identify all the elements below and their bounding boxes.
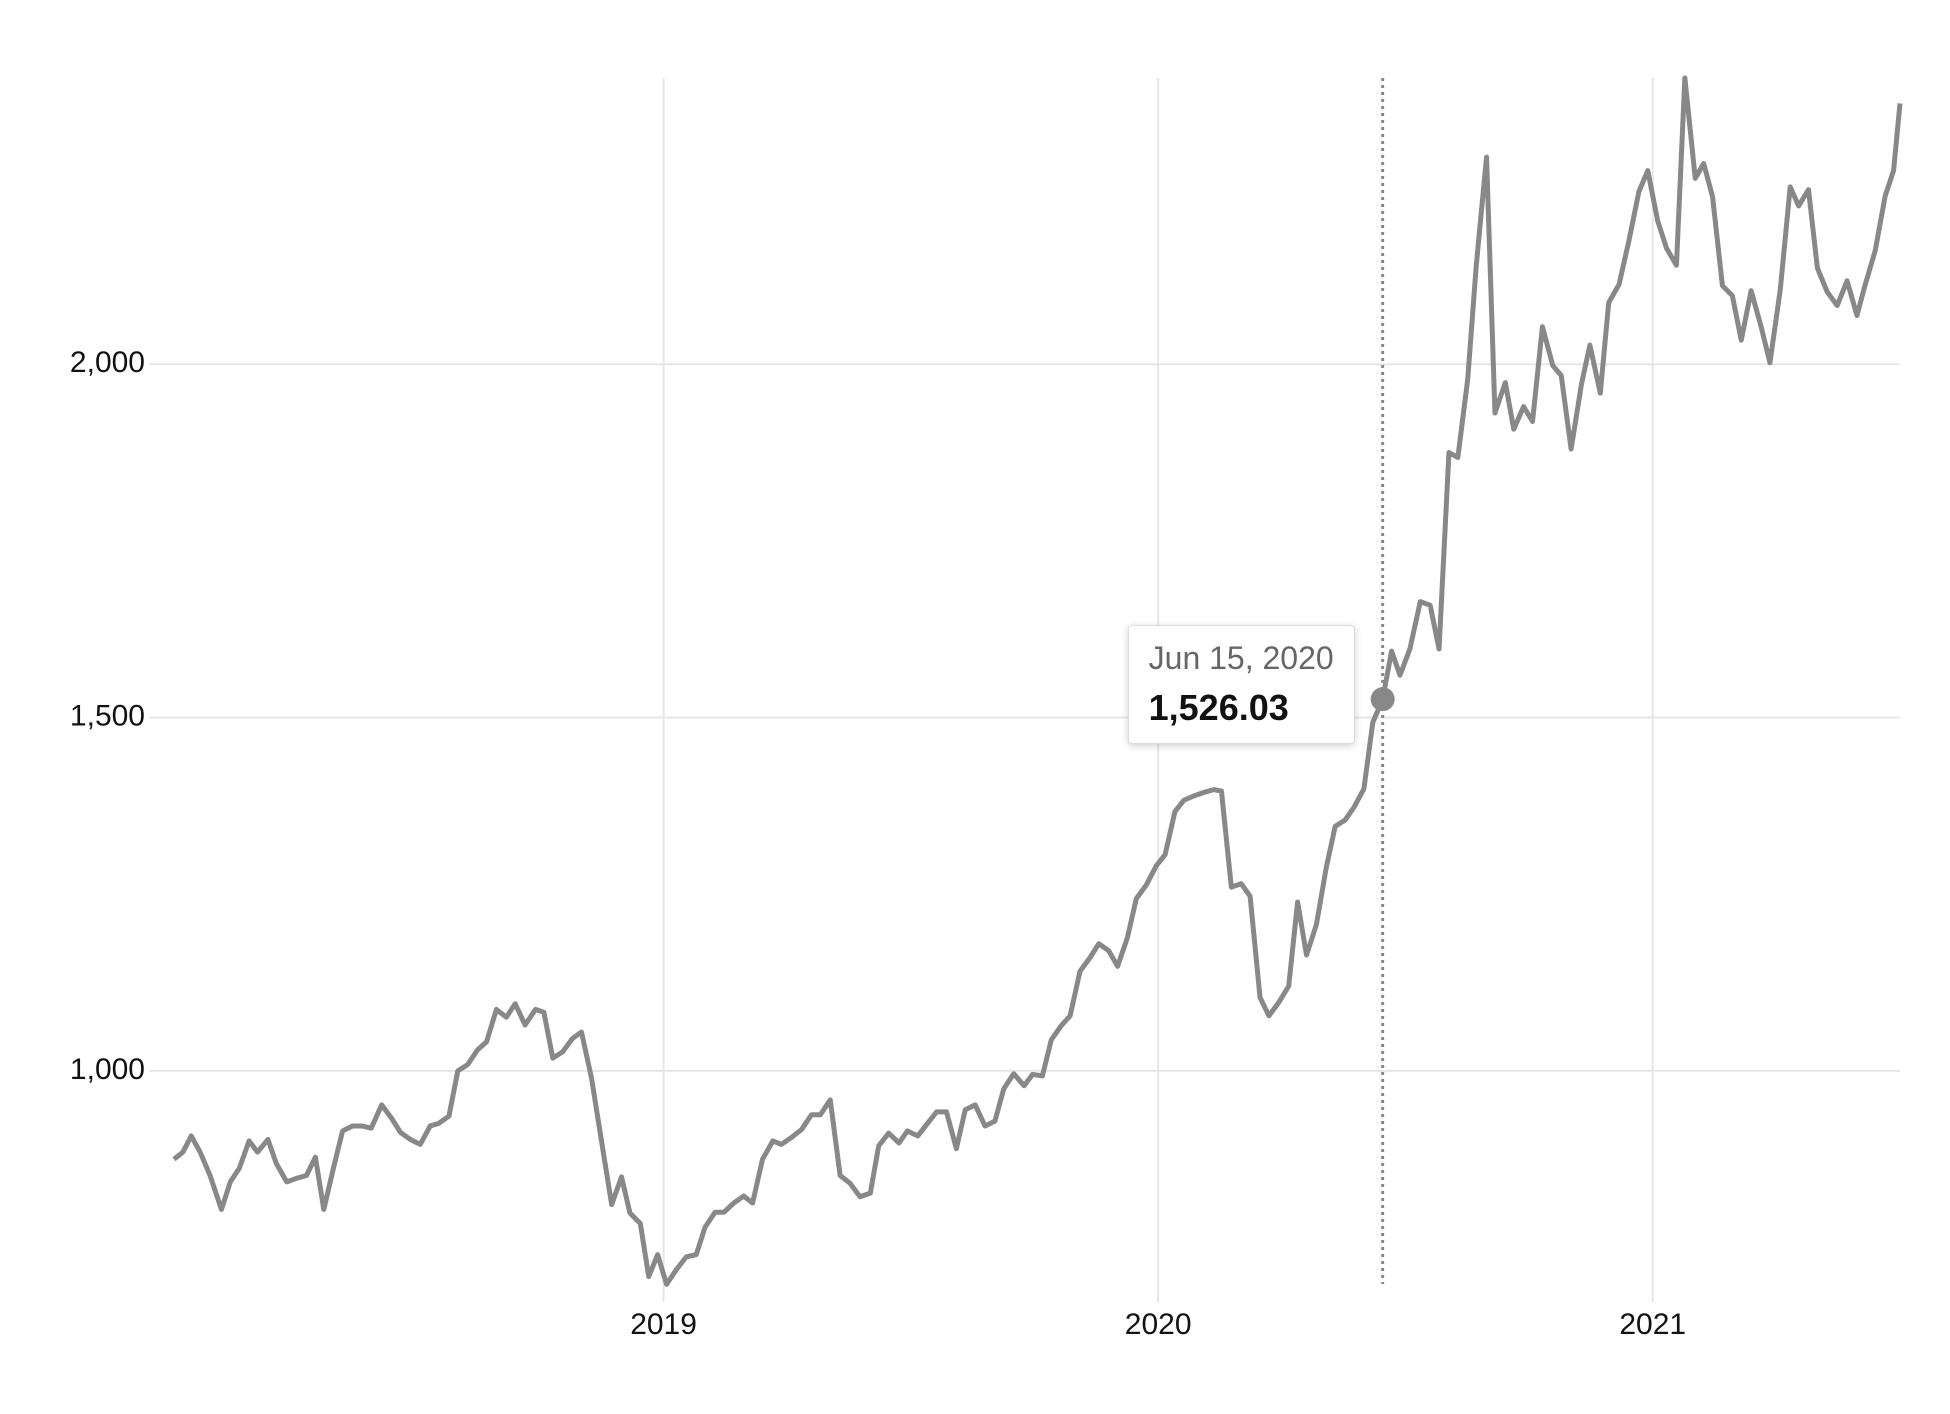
y-tick-label: 1,000	[70, 1053, 145, 1086]
x-tick-label: 2021	[1619, 1308, 1686, 1341]
tooltip: Jun 15, 2020 1,526.03	[1127, 625, 1355, 745]
y-tick-label: 2,000	[70, 346, 145, 379]
x-tick-label: 2020	[1125, 1308, 1192, 1341]
hover-point	[1370, 687, 1395, 712]
y-tick-label: 1,500	[70, 699, 145, 732]
data-line	[172, 75, 1903, 1287]
tooltip-title: Jun 15, 2020	[1148, 640, 1334, 677]
x-tick-label: 2019	[630, 1308, 697, 1341]
tooltip-value: 1,526.03	[1148, 687, 1289, 729]
